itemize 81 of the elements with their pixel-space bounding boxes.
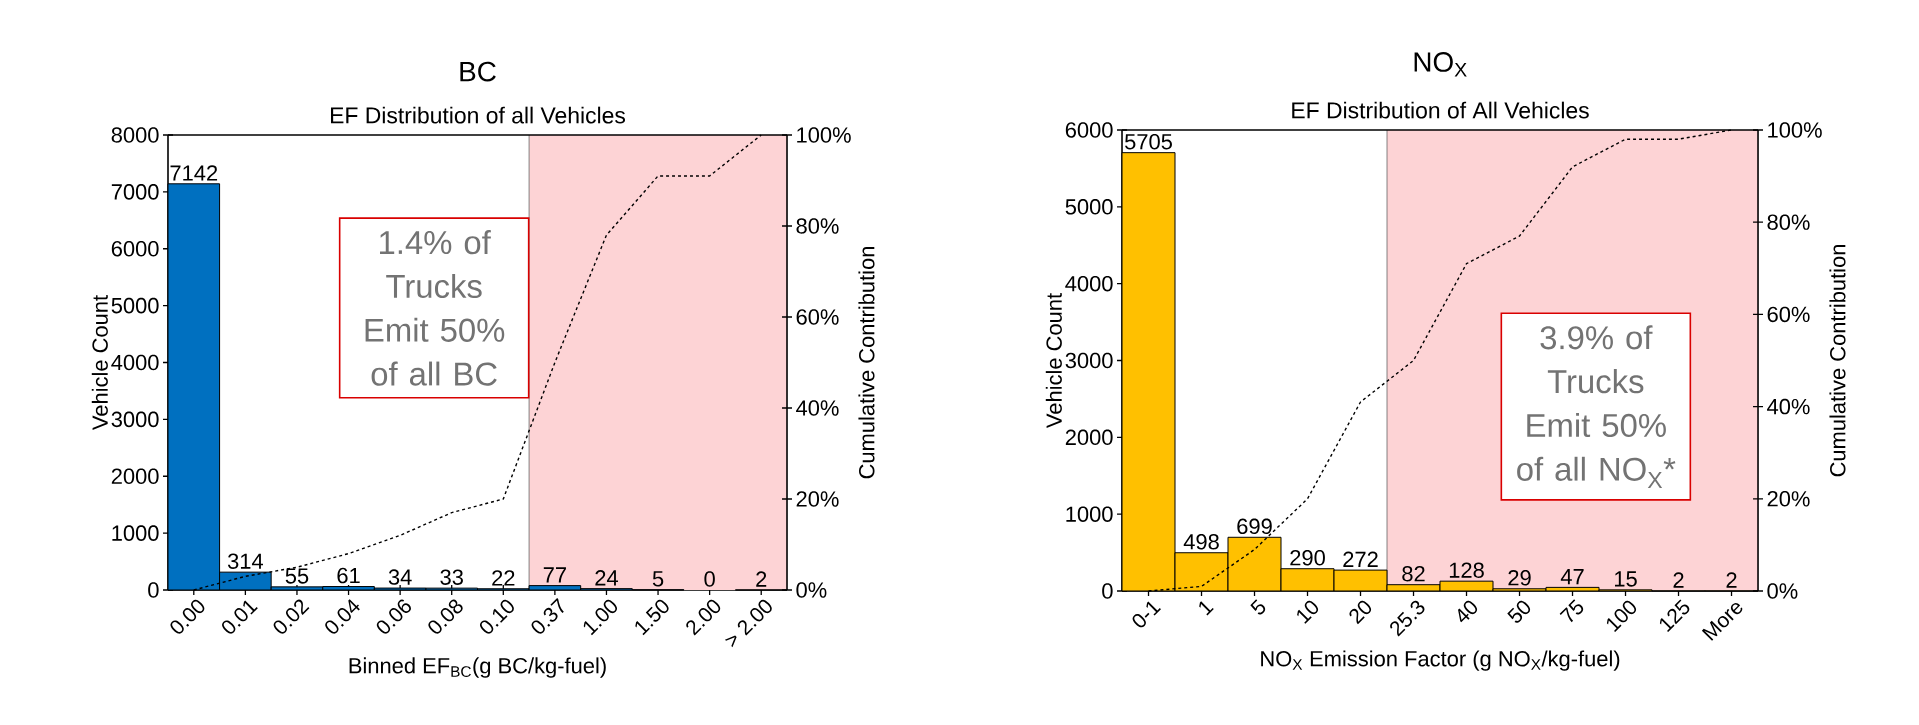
x-axis-title: NO$_{X}$ Emission Factor (g NO$_{X}$/kg-fuel) (1261, 650, 1620, 671)
annotation: 1.4% of Trucks Emit 50% of all BC (365, 230, 505, 386)
data-label: 128 (1449, 562, 1484, 578)
y2-axis-title: Cumulative Contribution (1829, 245, 1846, 477)
x-tick-label: 1 (1199, 601, 1214, 616)
data-label: 33 (440, 569, 463, 585)
y2-tick-label: 80% (796, 218, 839, 234)
data-label: 290 (1290, 549, 1325, 566)
y-tick-label: 5000 (111, 297, 159, 314)
data-label: 22 (492, 570, 515, 586)
x-tick-label: 0-1 (1132, 601, 1161, 628)
data-label: 699 (1237, 518, 1272, 535)
data-label: 29 (1508, 570, 1531, 586)
y-axis-title: Vehicle Count (1045, 293, 1062, 429)
data-label: 47 (1560, 569, 1584, 585)
y2-tick-label: 60% (1767, 306, 1810, 323)
data-label: 7142 (170, 165, 218, 181)
y-tick-label: 3000 (111, 411, 159, 428)
y-tick-label: 0 (148, 582, 159, 598)
y-tick-label: 6000 (1065, 122, 1113, 138)
x-tick-label: 125 (1659, 599, 1690, 633)
x-tick-label: 0.10 (479, 599, 514, 634)
y-tick-label: 2000 (1065, 429, 1113, 446)
x-tick-label: 75 (1559, 599, 1584, 623)
y2-tick-label: 20% (796, 491, 839, 507)
data-label: 0 (704, 571, 715, 587)
data-label: 24 (595, 570, 619, 586)
y2-tick-label: 80% (1767, 214, 1810, 230)
y-tick-label: 3000 (1065, 352, 1113, 369)
data-label: 77 (543, 567, 566, 583)
data-label: 5705 (1125, 133, 1172, 150)
data-label: 314 (227, 553, 264, 569)
data-label: 61 (337, 567, 360, 584)
x-tick-label: 0.08 (428, 599, 463, 634)
y-tick-label: 4000 (1065, 275, 1113, 292)
x-tick-label: 0.04 (325, 599, 360, 634)
x-tick-label: 0.00 (170, 599, 205, 634)
x-tick-label: 0.06 (376, 599, 411, 634)
x-tick-label: 40 (1458, 600, 1478, 623)
y-tick-label: 8000 (111, 127, 159, 143)
y-tick-label: 1000 (1066, 506, 1113, 522)
y-tick-label: 6000 (111, 240, 159, 257)
y2-tick-label: 40% (796, 400, 839, 416)
y2-tick-label: 0% (796, 582, 827, 598)
data-label: 82 (1402, 565, 1425, 582)
chart-subtitle: EF Distribution of all Vehicles (331, 106, 626, 124)
chart-subtitle: EF Distribution of All Vehicles (1292, 101, 1589, 119)
y2-tick-label: 40% (1767, 398, 1810, 415)
y2-tick-label: 60% (796, 309, 839, 325)
x-tick-label: 0.01 (222, 600, 258, 634)
x-tick-label: 10 (1297, 600, 1319, 624)
data-label: 55 (285, 568, 309, 584)
y-axis-title: Vehicle Count (91, 295, 108, 431)
y-tick-label: 2000 (111, 468, 159, 485)
data-label: 5 (652, 571, 664, 587)
y2-axis-title: Cumulative Contribution (858, 247, 875, 479)
y2-tick-label: 100% (797, 127, 851, 143)
y-tick-label: 4000 (111, 354, 159, 371)
y2-tick-label: 0% (1767, 583, 1798, 599)
annotation: 3.9% of Trucks Emit 50% of all NO$_{X}$* (1517, 325, 1676, 488)
x-tick-label: 50 (1507, 600, 1531, 623)
y-tick-label: 0 (1102, 583, 1113, 599)
chart-title: NO$_{X}$ (1414, 52, 1467, 77)
y-tick-label: 1000 (112, 525, 159, 541)
data-label: 2 (756, 571, 767, 587)
x-tick-label: 20 (1349, 600, 1372, 625)
y-tick-label: 5000 (1065, 199, 1113, 215)
data-label: 2 (1673, 572, 1684, 588)
x-axis-title: Binned EF$_{BC}$(g BC/kg-fuel) (349, 657, 606, 678)
data-label: 34 (388, 569, 412, 585)
data-label: 272 (1343, 551, 1378, 567)
data-label: 498 (1183, 534, 1219, 550)
chart-title: BC (460, 61, 496, 82)
y-tick-label: 7000 (111, 184, 159, 200)
data-label: 2 (1726, 572, 1737, 588)
y2-tick-label: 20% (1767, 491, 1810, 507)
x-tick-label: 100 (1606, 600, 1637, 633)
data-label: 15 (1615, 571, 1637, 587)
x-tick-label: 5 (1250, 599, 1266, 615)
y2-tick-label: 100% (1768, 122, 1822, 138)
x-tick-label: 0.02 (273, 599, 310, 634)
